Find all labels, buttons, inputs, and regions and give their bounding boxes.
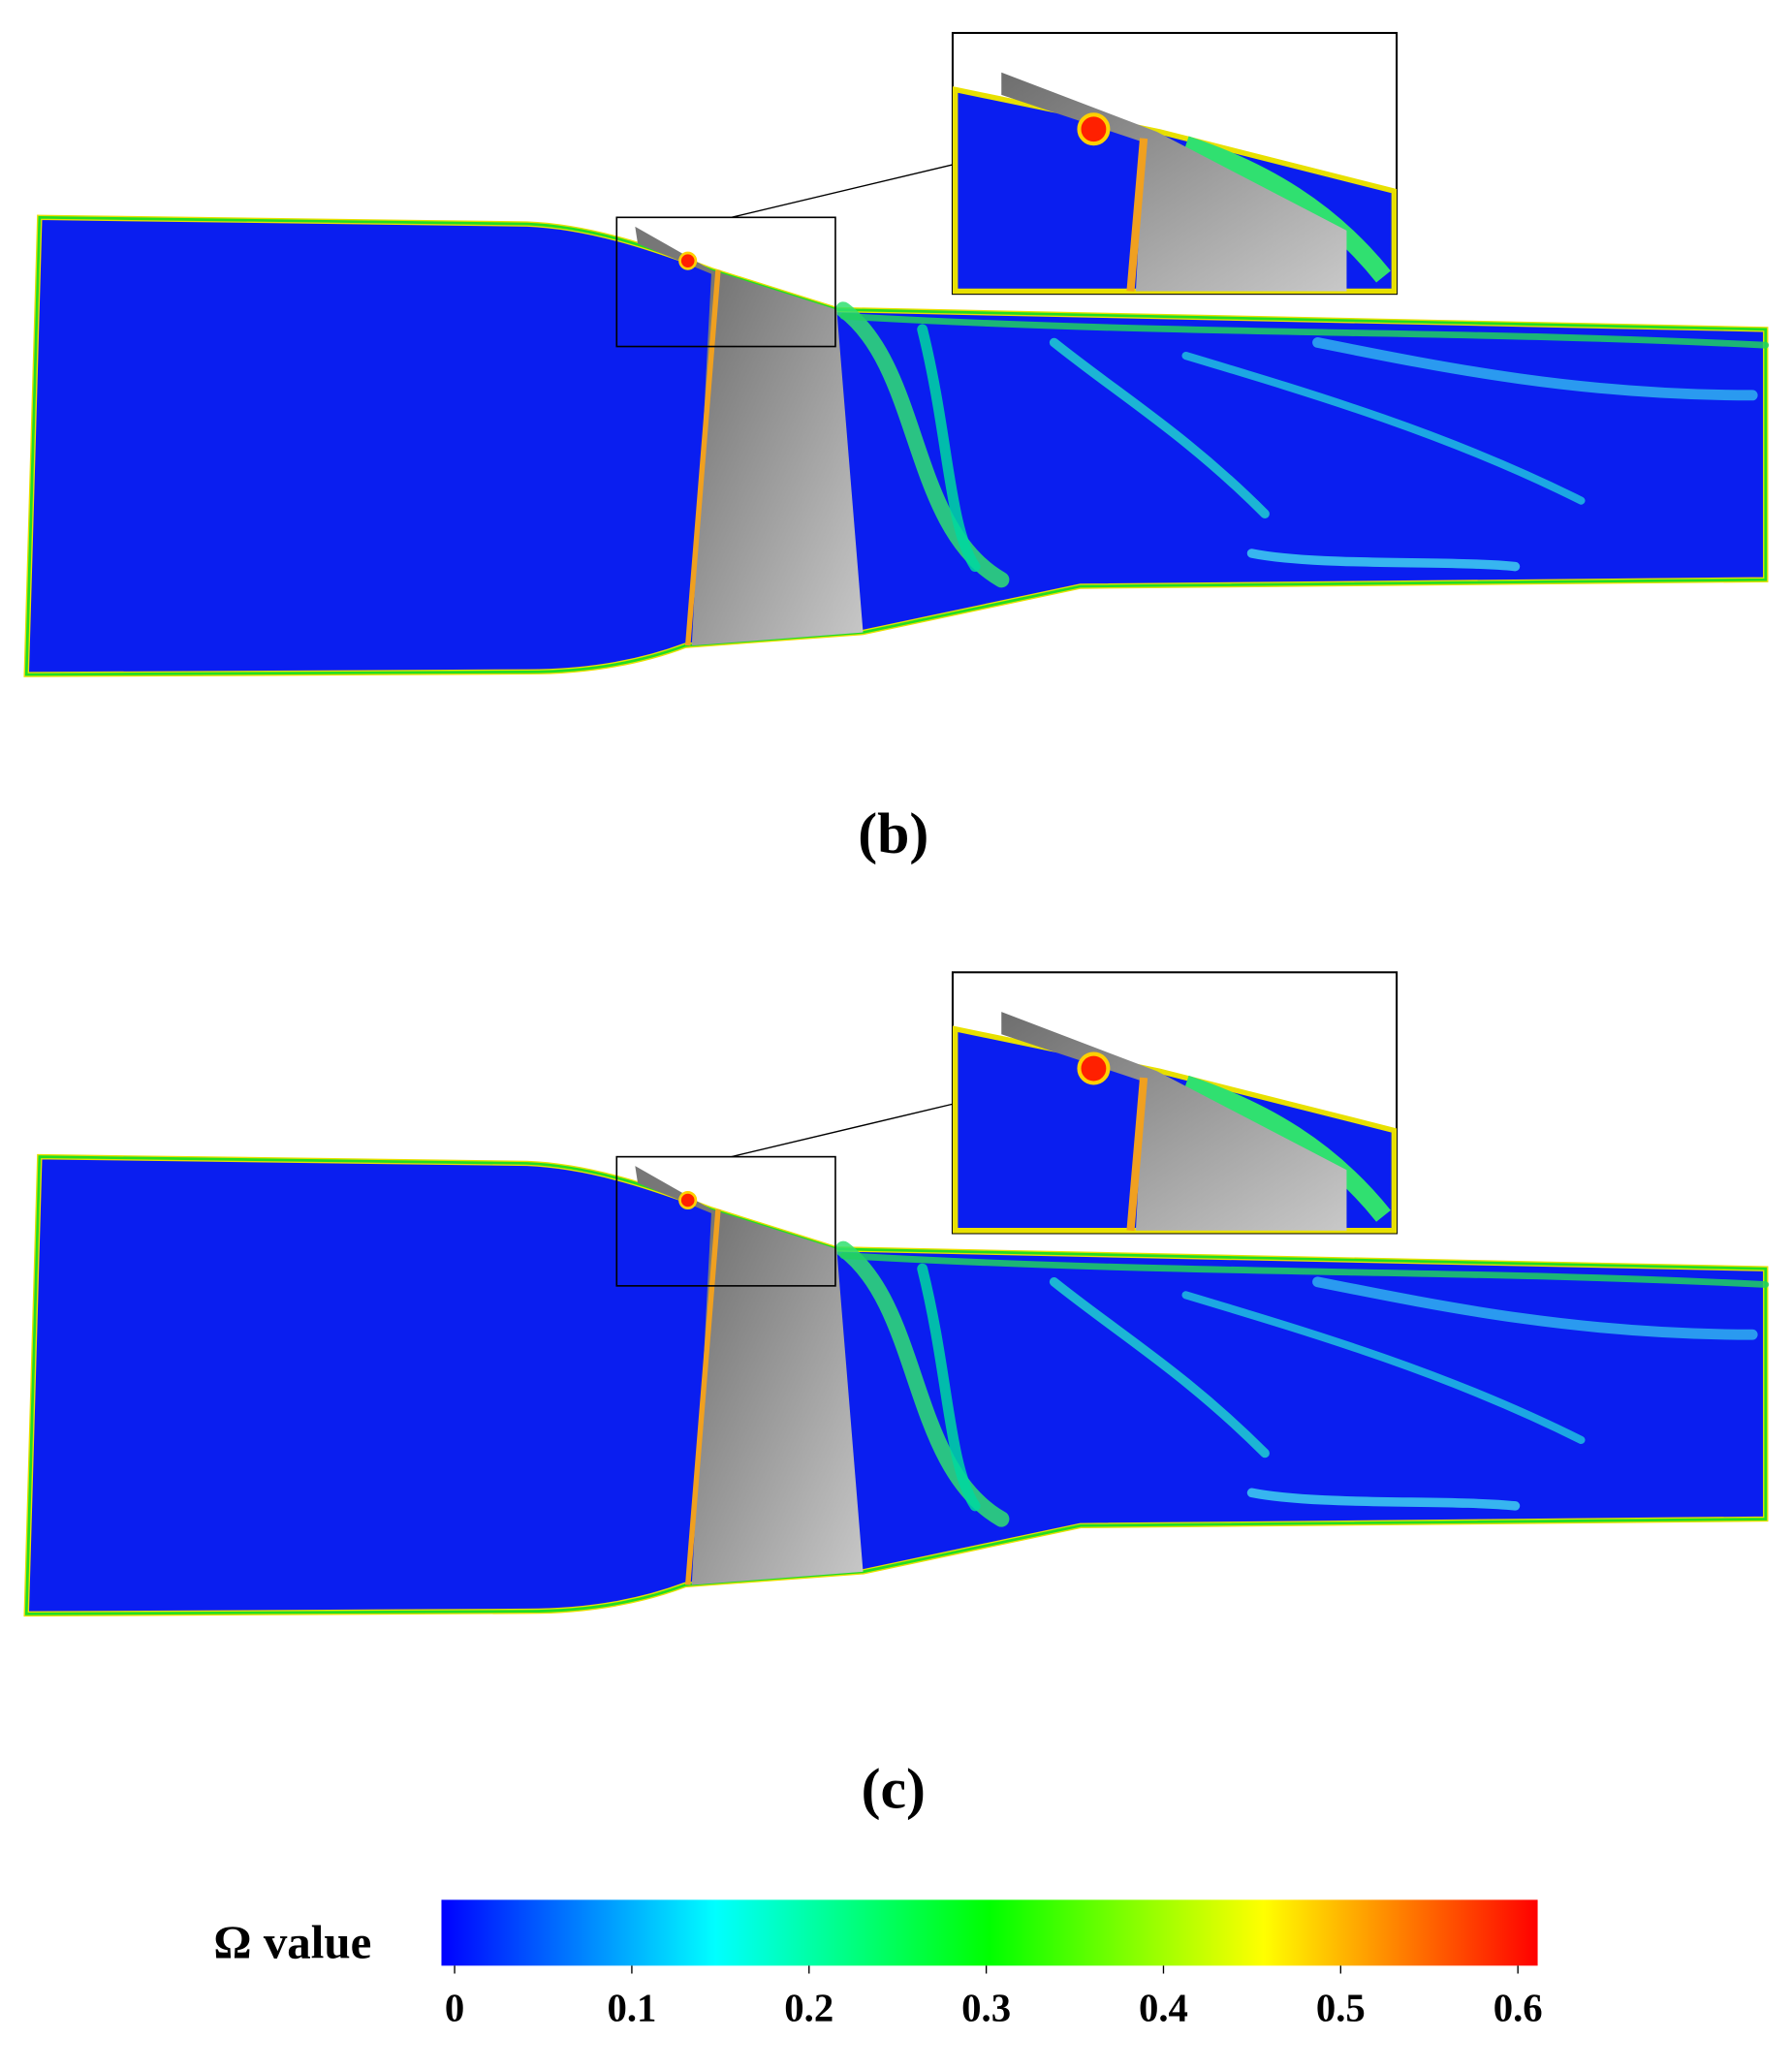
flow-panel	[23, 971, 1770, 1617]
zoom-box	[615, 216, 836, 348]
flow-panel	[23, 31, 1770, 677]
inset-leading-edge	[1126, 138, 1148, 292]
blade-tip	[635, 226, 718, 277]
inset-vortex	[1077, 112, 1111, 146]
inset	[951, 31, 1399, 296]
vortex-streak	[839, 1252, 1770, 1288]
inset-vortex	[1077, 1051, 1111, 1085]
vortex-streak	[1181, 351, 1586, 505]
tick-label: 0.3	[961, 1986, 1011, 2029]
blade	[691, 1209, 864, 1585]
tick-label: 0.6	[1493, 1986, 1543, 2029]
vortex-streak	[1246, 1488, 1521, 1511]
tick-label: 0	[445, 1986, 464, 2029]
colorbar	[441, 1899, 1538, 1966]
vortex-streak	[1312, 1276, 1758, 1340]
vortex-streak	[917, 1263, 981, 1512]
inset-leading-edge	[1126, 1077, 1148, 1232]
vortex-streak	[839, 312, 1770, 349]
vortex-streak	[1181, 1291, 1586, 1445]
flow-domain-edge	[24, 1155, 1768, 1615]
tip-vortex	[678, 251, 698, 270]
tick-label: 0.2	[784, 1986, 833, 2029]
zoom-connector	[731, 1103, 954, 1158]
inset-blade	[1001, 1012, 1347, 1231]
tip-vortex	[678, 1190, 698, 1210]
flow-domain	[23, 1153, 1769, 1617]
panel-label: (c)	[862, 1756, 926, 1820]
tick-label: 0.5	[1316, 1986, 1366, 2029]
inset	[951, 971, 1399, 1235]
zoom-box	[615, 1155, 836, 1287]
leading-edge	[684, 269, 721, 646]
leading-edge	[684, 1208, 721, 1585]
blade	[691, 269, 864, 646]
blade-tip	[635, 1166, 718, 1216]
tick-label: 0.4	[1139, 1986, 1188, 2029]
colorbar-label: Ω value	[213, 1916, 371, 1969]
vortex-streak	[1049, 1277, 1270, 1458]
inset-streak	[1182, 136, 1391, 283]
flow-domain-edge	[24, 215, 1768, 676]
vortex-streak	[1049, 337, 1270, 518]
inset-streak	[1182, 1075, 1391, 1222]
inset-blade	[1001, 72, 1347, 292]
tick-label: 0.1	[607, 1986, 656, 2029]
panel-label: (b)	[858, 801, 928, 865]
vortex-streak	[1312, 337, 1758, 401]
flow-domain	[23, 214, 1769, 677]
vortex-streak	[1246, 549, 1521, 572]
zoom-connector	[731, 164, 954, 218]
vortex-streak	[917, 324, 981, 573]
